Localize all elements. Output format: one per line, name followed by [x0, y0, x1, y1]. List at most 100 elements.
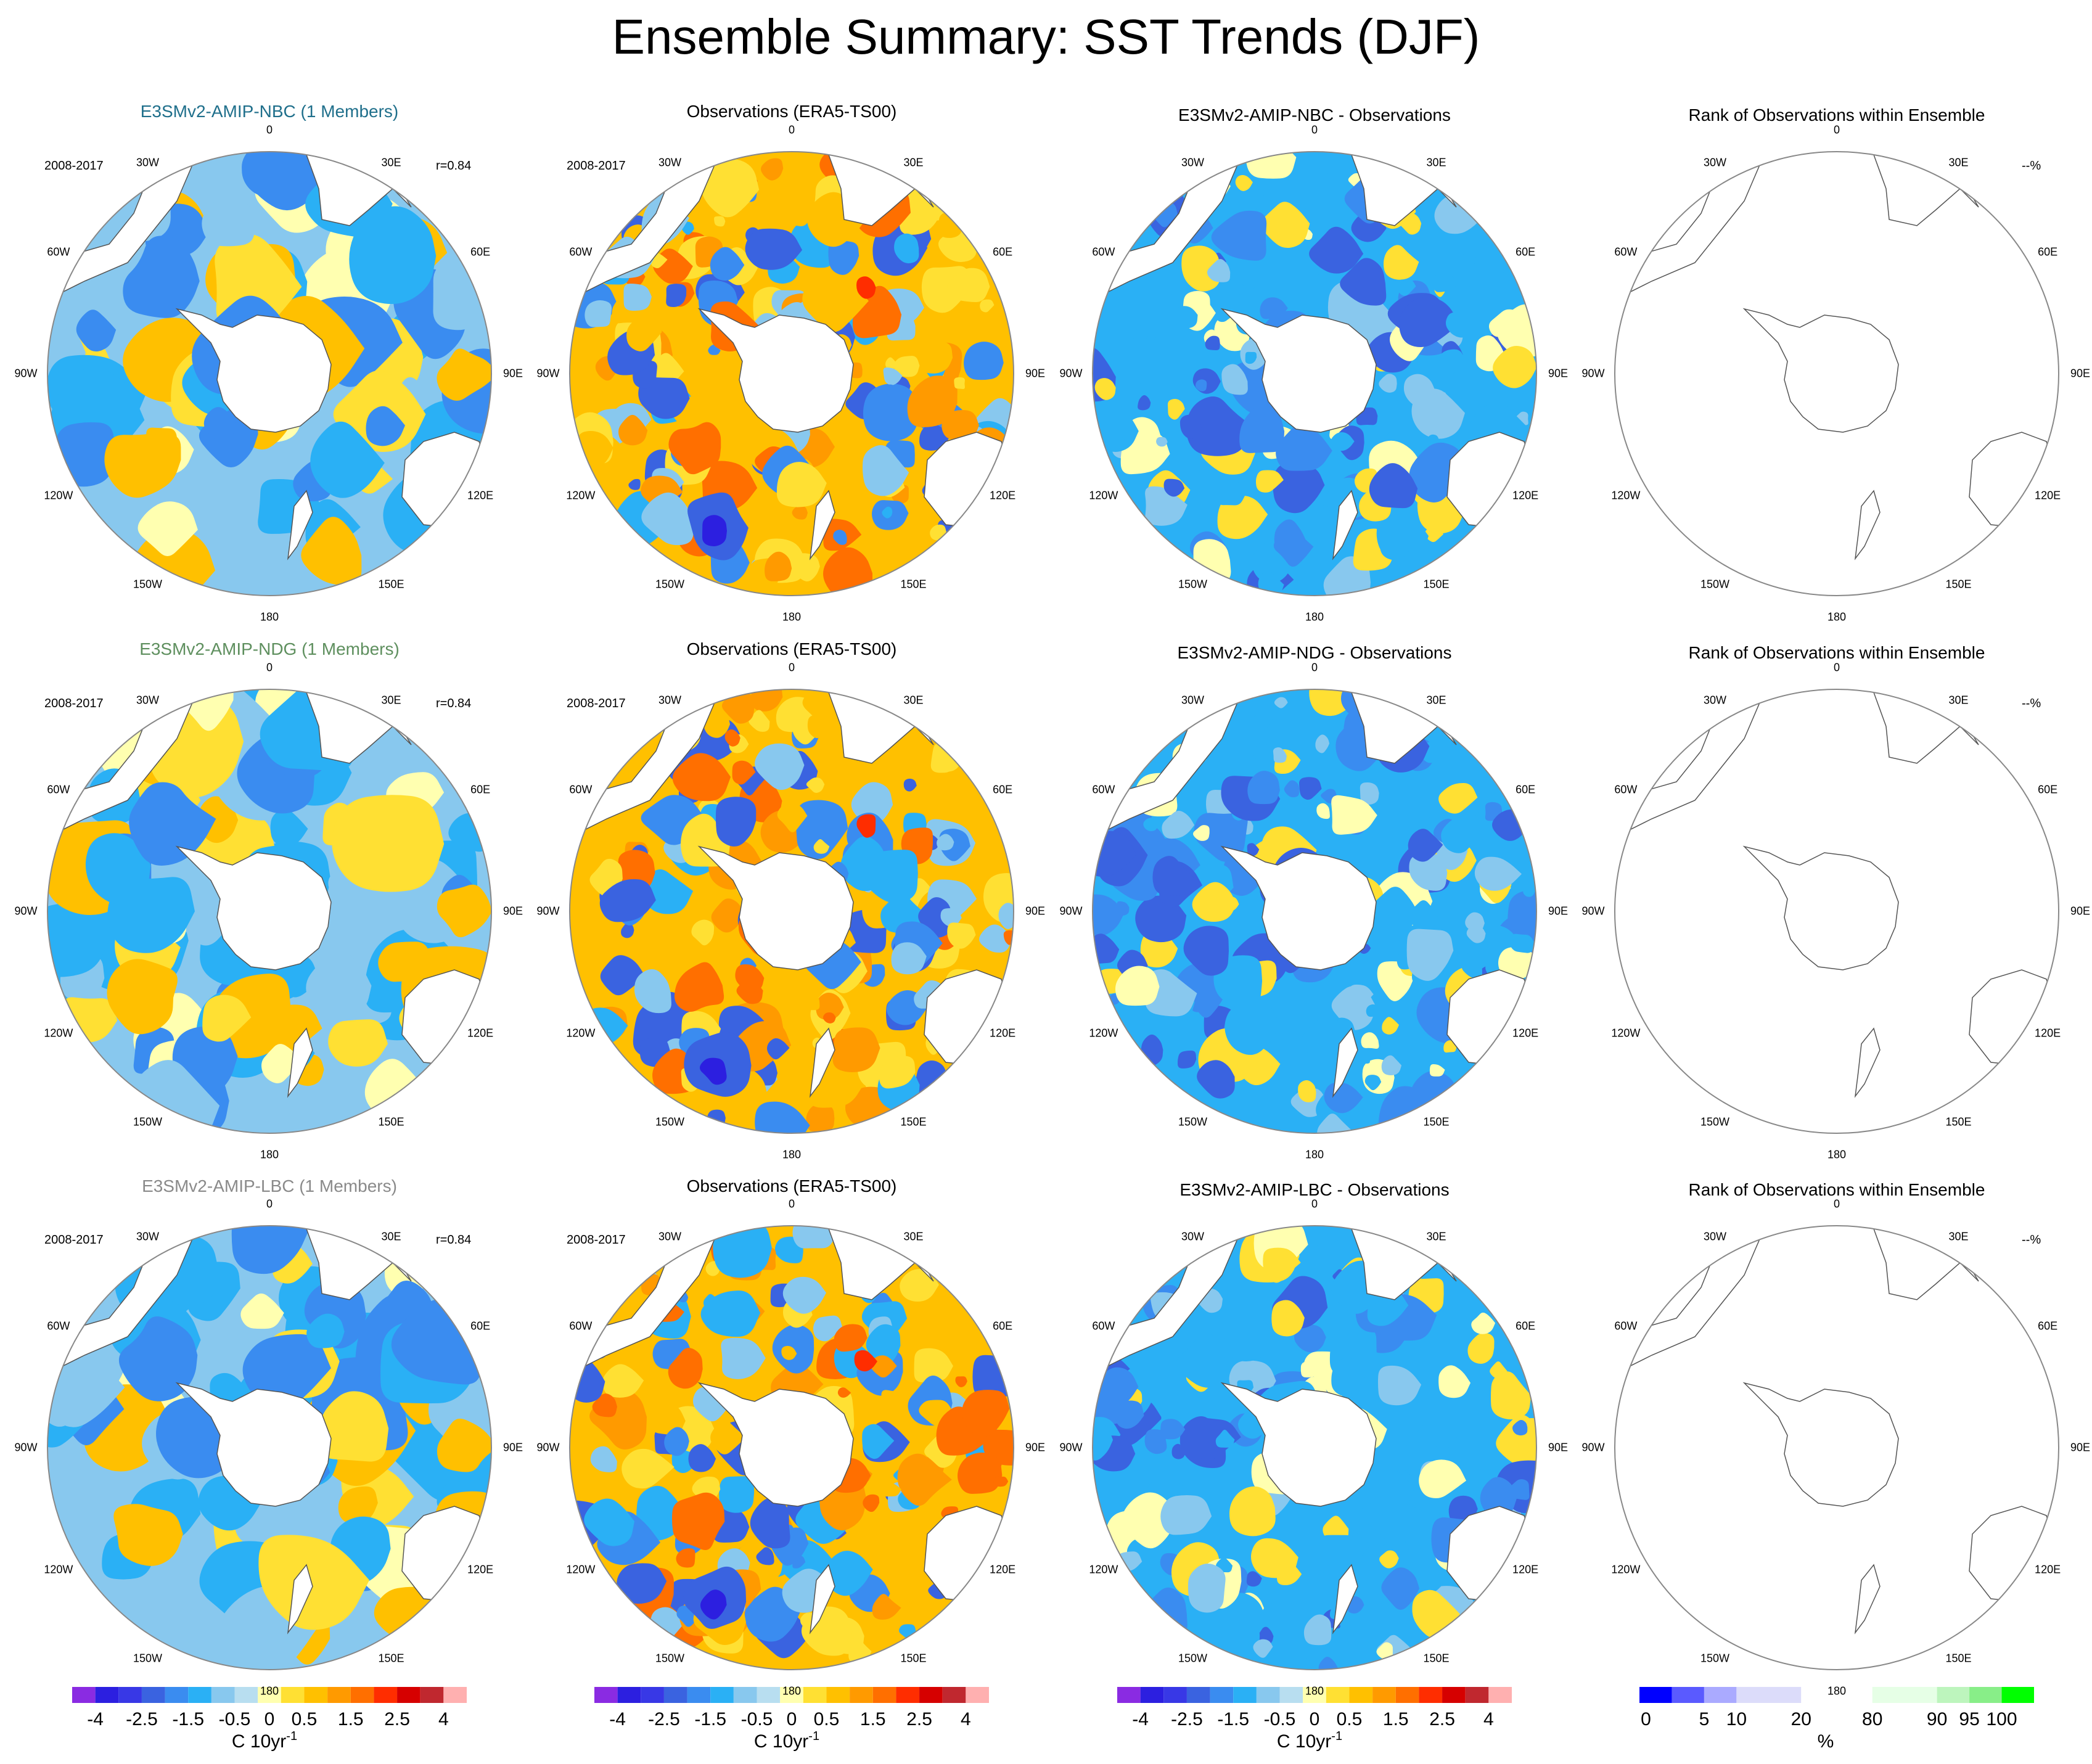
lon-label: 150W	[133, 1115, 163, 1128]
lon-label: 60W	[569, 783, 593, 795]
colorbar-tick-label: -1.5	[172, 1709, 204, 1729]
colorbar-swatch	[1372, 1687, 1396, 1703]
colorbar-tick-label: 4	[961, 1709, 971, 1729]
colorbar-tick-label: 5	[1699, 1709, 1710, 1729]
colorbar-tick-label: 1.5	[338, 1709, 364, 1729]
colorbar-swatch	[1233, 1687, 1257, 1703]
lon-label: 30W	[1703, 694, 1727, 707]
lon-label: 120W	[44, 1563, 73, 1575]
lon-label: 30W	[136, 694, 160, 707]
lon-label: 30E	[381, 1230, 401, 1243]
lon-label: 30W	[658, 156, 682, 169]
lon-label: 60E	[1516, 245, 1536, 258]
lon-label: 90W	[1581, 905, 1605, 917]
lon-label: 90W	[14, 905, 38, 917]
lon-label: 60E	[993, 783, 1013, 795]
colorbar-tick-label: -4	[609, 1709, 626, 1729]
lon-label: 150W	[655, 1652, 685, 1665]
lon-label: 90E	[1548, 905, 1569, 917]
colorbar-swatch	[1303, 1687, 1326, 1703]
colorbar-swatch	[1488, 1687, 1512, 1703]
lon-label: 60W	[1614, 783, 1638, 795]
correlation-label: r=0.84	[436, 159, 472, 173]
lon-label: 30W	[658, 1230, 682, 1243]
lon-label: 30E	[903, 156, 924, 169]
period-label: 2008-2017	[567, 1233, 626, 1247]
colorbar-swatch	[374, 1687, 398, 1703]
lon-label: 150E	[1945, 578, 1972, 591]
lon-label: 30E	[1948, 1230, 1969, 1243]
lon-label: 180	[782, 610, 802, 623]
lon-label: 120W	[1611, 1027, 1641, 1039]
lon-label: 150E	[378, 1115, 404, 1128]
lon-label: 180	[1305, 610, 1324, 623]
colorbar-swatch	[141, 1687, 165, 1703]
lon-label: 120E	[1512, 1027, 1539, 1039]
lon-label: 180	[1827, 610, 1847, 623]
lon-label: 30W	[136, 1230, 160, 1243]
rank-colorbar: 0 5 10 20 80 90 95 100%	[1639, 1687, 2034, 1752]
lon-label: 60W	[1614, 245, 1638, 258]
colorbar-tick-label: 0	[265, 1709, 275, 1729]
lon-label: 120W	[1611, 1563, 1641, 1575]
lon-label: 150E	[900, 1652, 927, 1665]
lon-label: 90E	[502, 1441, 523, 1454]
lon-label: 120E	[467, 489, 494, 501]
lon-label: 90E	[1025, 367, 1046, 380]
lon-label: 0	[1311, 123, 1318, 136]
colorbar-tick-label: 4	[1483, 1709, 1494, 1729]
colorbar-swatch	[397, 1687, 420, 1703]
colorbar-swatch	[118, 1687, 142, 1703]
lon-label: 60W	[1614, 1319, 1638, 1332]
colorbar-swatch	[733, 1687, 757, 1703]
lon-label: 90E	[2070, 1441, 2091, 1454]
lon-label: 90W	[1581, 367, 1605, 380]
lon-label: 150W	[1178, 1652, 1208, 1665]
colorbar-tick-label: -2.5	[1171, 1709, 1203, 1729]
colorbar-tick-label: -2.5	[126, 1709, 158, 1729]
colorbar-swatch	[663, 1687, 687, 1703]
lon-label: 0	[266, 1197, 273, 1210]
lon-label: 30E	[1426, 156, 1446, 169]
lon-label: 180	[782, 1684, 802, 1697]
lon-label: 30E	[903, 1230, 924, 1243]
colorbar-swatch	[1639, 1687, 1672, 1703]
lon-label: 60E	[470, 245, 491, 258]
model-trend-map-row3	[47, 1225, 492, 1670]
lon-label: 60E	[2038, 783, 2058, 795]
lon-label: 150W	[1178, 1115, 1208, 1128]
lon-label: 0	[1833, 1197, 1840, 1210]
difference-map-row2	[1092, 689, 1537, 1134]
lon-label: 180	[260, 1684, 279, 1697]
lon-label: 180	[260, 1148, 279, 1161]
colorbar-swatch	[188, 1687, 211, 1703]
lon-label: 0	[788, 661, 795, 674]
lon-label: 60W	[47, 783, 70, 795]
panel-title: E3SMv2-AMIP-LBC (1 Members)	[142, 1176, 397, 1196]
lon-label: 90E	[2070, 367, 2091, 380]
lon-label: 120E	[1512, 1563, 1539, 1575]
lon-label: 60W	[1092, 783, 1115, 795]
lon-label: 0	[1833, 123, 1840, 136]
lon-label: 60W	[569, 245, 593, 258]
colorbar-swatch	[919, 1687, 943, 1703]
lon-label: 90W	[1581, 1441, 1605, 1454]
lon-label: 60E	[470, 783, 491, 795]
model-trend-map-row2	[47, 689, 492, 1134]
colorbar-swatch	[617, 1687, 641, 1703]
colorbar-tick-label: 4	[438, 1709, 449, 1729]
lon-label: 120E	[1512, 489, 1539, 501]
colorbar-swatch	[72, 1687, 96, 1703]
lon-label: 30E	[903, 694, 924, 707]
colorbar-tick-label: -0.5	[741, 1709, 773, 1729]
colorbar-tick-label: -1.5	[1217, 1709, 1249, 1729]
colorbar-swatch	[1704, 1687, 1737, 1703]
lon-label: 150E	[1423, 578, 1450, 591]
difference-map-row1	[1092, 151, 1537, 596]
colorbar-units: C 10yr-1	[1277, 1729, 1342, 1752]
colorbar-tick-label: 20	[1791, 1709, 1811, 1729]
lon-label: 60W	[569, 1319, 593, 1332]
colorbar-swatch	[281, 1687, 305, 1703]
colorbar-swatch	[710, 1687, 734, 1703]
colorbar-swatch	[350, 1687, 374, 1703]
